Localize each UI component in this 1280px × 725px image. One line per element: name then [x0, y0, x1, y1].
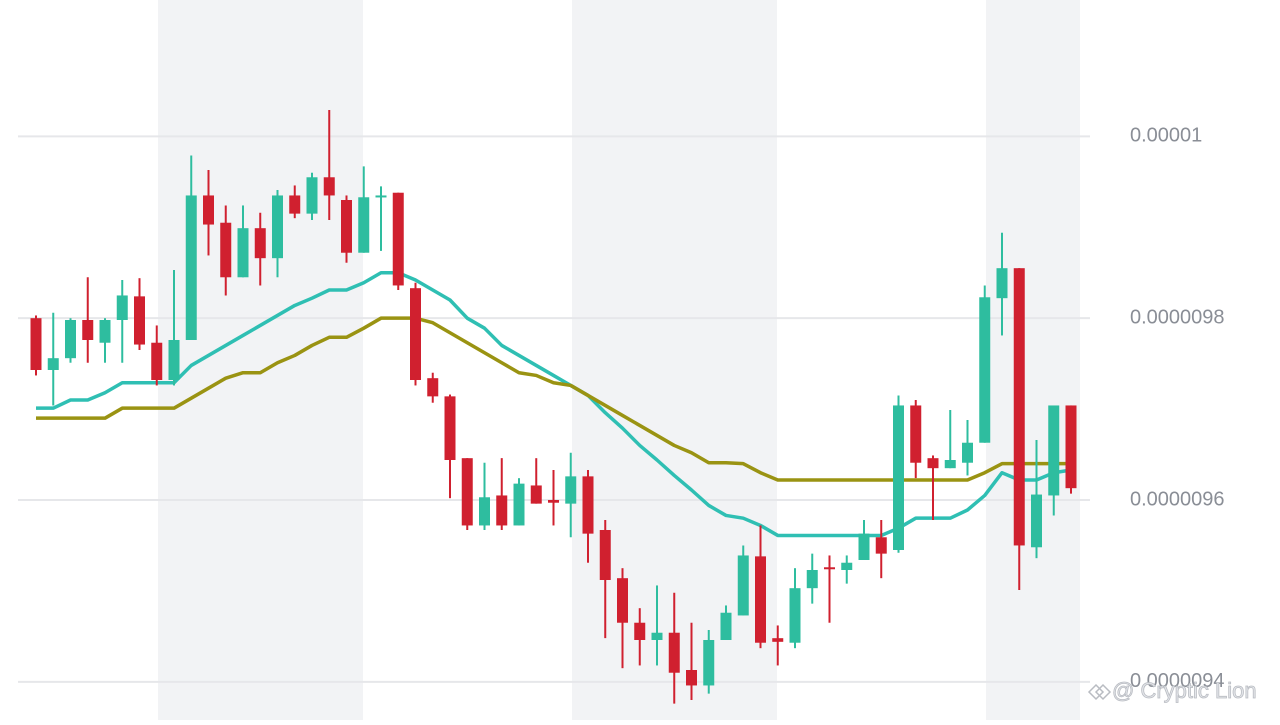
candles — [30, 110, 1077, 704]
candle-body — [599, 530, 611, 580]
candle-body — [582, 476, 594, 534]
candle-body — [237, 228, 249, 278]
watermark: @ Cryptic Lion — [1087, 677, 1257, 703]
candle-body — [996, 268, 1008, 299]
candle-body — [168, 340, 180, 380]
candle-body — [910, 405, 922, 463]
candle-body — [668, 632, 680, 673]
candle-body — [134, 296, 145, 345]
y-tick-label: 0.0000096 — [1130, 488, 1225, 510]
candle-body — [1048, 405, 1060, 496]
candle-body — [772, 638, 784, 642]
candle-body — [841, 562, 853, 570]
candle-body — [617, 578, 628, 623]
candle-body — [323, 177, 335, 196]
candle-body — [858, 533, 870, 560]
candle-body — [944, 460, 956, 469]
candle-body — [530, 485, 542, 504]
watermark-icon — [1087, 683, 1112, 701]
candle-body — [427, 378, 439, 397]
candle-body — [461, 458, 473, 526]
candle-body — [565, 476, 577, 504]
candle-body — [496, 495, 508, 526]
candle-body — [375, 195, 387, 198]
candle-body — [806, 570, 818, 589]
y-tick-label: 0.0000094 — [1130, 670, 1225, 692]
candle-body — [1031, 494, 1042, 548]
candle-body — [289, 195, 301, 214]
y-tick-label: 0.00001 — [1130, 125, 1202, 147]
candle-body — [927, 458, 939, 469]
candle-body — [220, 222, 232, 278]
candle-body — [358, 197, 370, 253]
candle-body — [479, 497, 490, 526]
candle-body — [65, 320, 76, 359]
candle-body — [755, 556, 766, 643]
time-band — [158, 0, 363, 720]
candle-body — [686, 670, 697, 686]
candle-body — [254, 228, 266, 259]
candle-body — [634, 622, 646, 640]
candle-body — [548, 500, 559, 503]
candle-body — [651, 632, 663, 640]
candle-body — [392, 192, 404, 286]
candle-body — [444, 396, 456, 460]
candle-body — [875, 537, 887, 554]
candle-body — [703, 640, 715, 686]
candle-body — [151, 342, 163, 380]
candle-body — [341, 200, 352, 253]
watermark-text: @ Cryptic Lion — [1112, 678, 1257, 703]
candle-body — [203, 195, 214, 225]
y-tick-label: 0.0000098 — [1130, 306, 1225, 328]
candle-body — [306, 177, 318, 214]
candle-body — [47, 358, 59, 370]
time-band — [986, 0, 1080, 720]
candle-body — [720, 612, 732, 640]
candle-body — [962, 442, 973, 463]
axis-labels: 0.00001 0.0000098 0.0000096 0.0000094 — [1130, 125, 1225, 692]
candle-body — [893, 405, 904, 550]
candle-body — [824, 567, 835, 570]
candle-body — [979, 297, 991, 443]
candle-body — [82, 320, 94, 340]
candle-body — [410, 288, 421, 380]
candle-body — [30, 318, 42, 370]
candle-body — [789, 588, 801, 643]
candle-body — [513, 483, 525, 526]
candle-body — [737, 555, 749, 616]
candle-body — [272, 195, 283, 259]
candle-body — [1013, 268, 1025, 546]
candle-body — [1065, 405, 1077, 489]
candle-body — [185, 195, 197, 340]
candle-body — [99, 320, 111, 343]
candle-body — [116, 295, 128, 320]
